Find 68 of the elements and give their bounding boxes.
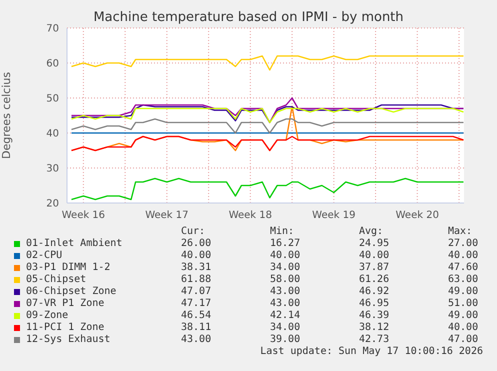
legend-label: 12-Sys Exhaust	[26, 334, 110, 345]
line-series	[70, 178, 464, 200]
text: 24.95	[359, 238, 390, 249]
text: 49.00	[448, 310, 478, 321]
text: 34.00	[270, 322, 300, 333]
text: 61.88	[181, 274, 212, 285]
text: 61.26	[359, 274, 390, 285]
chart-title: Machine temperature based on IPMI - by month	[92, 10, 405, 25]
text: 46.39	[359, 310, 390, 321]
text: 34.00	[270, 262, 300, 273]
x-tick-label: Week 17	[145, 210, 189, 222]
text: 40.00	[448, 250, 478, 261]
text: 37.87	[359, 262, 390, 273]
text: 38.11	[181, 322, 212, 333]
line-series	[70, 136, 464, 152]
text: 40.00	[359, 250, 390, 261]
text: 46.95	[359, 298, 390, 309]
legend-label: 09-Zone	[26, 310, 68, 321]
y-tick-label: 70	[46, 24, 59, 35]
legend-label: 07-VR P1 Zone	[26, 298, 104, 309]
text: 49.00	[448, 286, 478, 297]
y-tick-label: 40	[46, 128, 59, 140]
y-tick-label: 50	[46, 94, 59, 105]
text: 43.00	[181, 334, 212, 345]
legend-label: 05-Chipset	[26, 274, 86, 285]
x-tick-label: Week 16	[62, 210, 106, 222]
text: Max:	[448, 226, 472, 237]
y-axis-title: Degrees celcius	[0, 72, 13, 159]
legend-label: 11-PCI 1 Zone	[26, 322, 104, 333]
y-tick-label: 30	[46, 164, 59, 175]
text: 63.00	[448, 274, 478, 285]
text: 47.60	[448, 262, 478, 273]
text: 38.12	[359, 322, 390, 333]
text: Cur:	[181, 226, 206, 237]
x-tick-label: Week 18	[228, 210, 272, 222]
text: Avg:	[359, 226, 384, 237]
text: 40.00	[448, 322, 478, 333]
text: 42.14	[270, 310, 300, 321]
text: 47.07	[181, 286, 212, 297]
legend-label: 03-P1 DIMM 1-2	[26, 262, 110, 273]
text: 58.00	[270, 274, 300, 285]
text: 16.27	[270, 238, 300, 249]
legend-label: 06-Chipset Zone	[26, 286, 116, 297]
text: 38.31	[181, 262, 212, 273]
text: Last update: Sun May 17 10:00:16 2026	[259, 346, 484, 358]
text: 43.00	[270, 298, 300, 309]
y-tick-label: 60	[46, 58, 59, 70]
text: 47.00	[448, 334, 478, 345]
text: 47.17	[181, 298, 212, 309]
text: 46.54	[181, 310, 212, 321]
x-tick-label: Week 19	[312, 210, 356, 222]
text: 39.00	[270, 334, 300, 345]
text: 26.00	[181, 238, 212, 249]
line-series	[70, 55, 464, 71]
text: Min:	[270, 226, 294, 237]
text: 27.00	[448, 238, 478, 249]
text: 40.00	[181, 250, 212, 261]
text: 42.73	[359, 334, 390, 345]
y-tick-label: 20	[46, 198, 59, 210]
line-series	[70, 118, 464, 134]
text: 43.00	[270, 286, 300, 297]
legend-label: 02-CPU	[26, 250, 62, 261]
text: 46.92	[359, 286, 390, 297]
text: 40.00	[270, 250, 300, 261]
text: 51.00	[448, 298, 478, 309]
x-tick-label: Week 20	[396, 210, 439, 222]
line-series	[70, 108, 464, 124]
legend-label: 01-Inlet Ambient	[26, 238, 122, 249]
